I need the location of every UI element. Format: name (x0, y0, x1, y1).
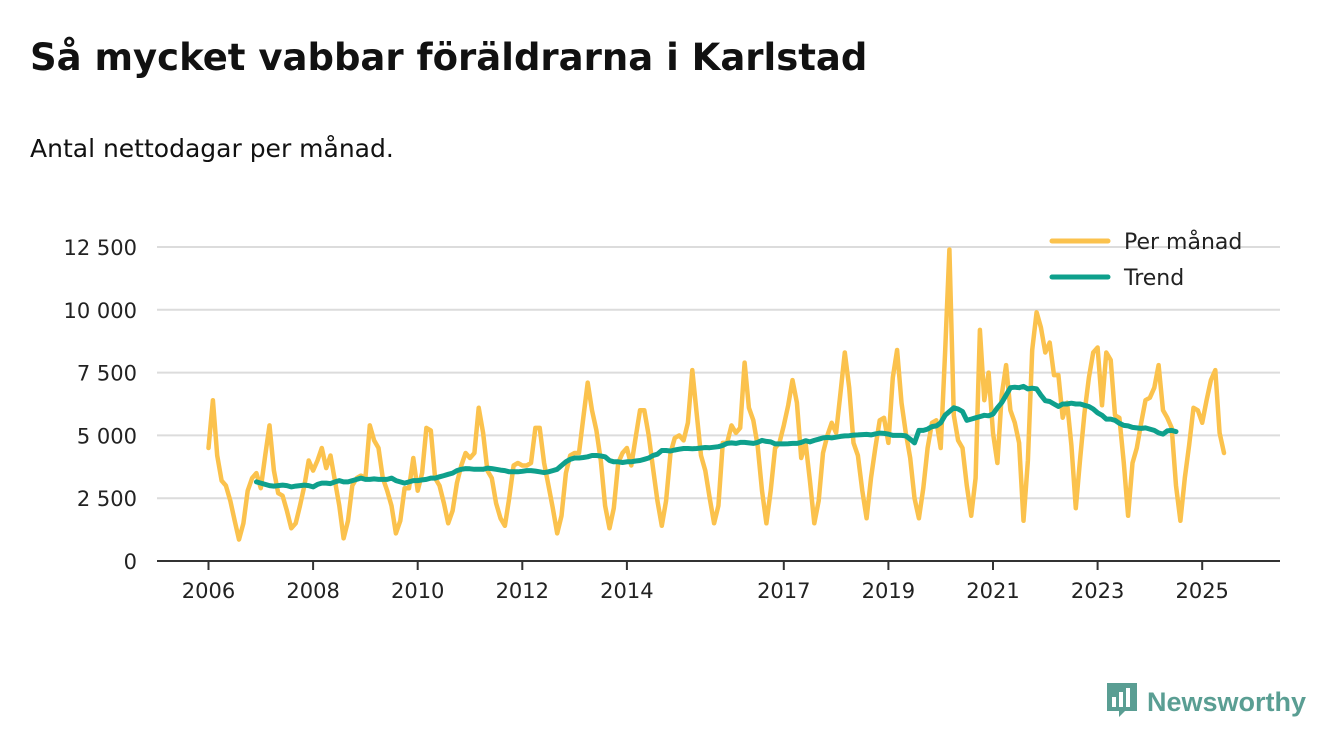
y-tick-label: 12 500 (64, 236, 137, 260)
x-tick-label: 2008 (286, 579, 339, 603)
series-line-per-manad (206, 247, 1227, 542)
x-tick-label: 2006 (182, 579, 235, 603)
y-axis-ticks: 0 2 500 5 000 7 500 10 000 12 500 (64, 236, 137, 574)
x-tick-label: 2014 (600, 579, 653, 603)
y-tick-label: 0 (124, 550, 137, 574)
newsworthy-brand[interactable]: Newsworthy (1105, 681, 1306, 723)
x-tick-label: 2012 (496, 579, 549, 603)
x-tick-label: 2025 (1175, 579, 1228, 603)
y-tick-label: 7 500 (77, 362, 137, 386)
x-tick-label: 2021 (966, 579, 1019, 603)
newsworthy-logo-icon (1105, 681, 1139, 723)
x-tick-label: 2010 (391, 579, 444, 603)
chart-title: Så mycket vabbar föräldrarna i Karlstad (30, 36, 868, 79)
x-tick-label: 2023 (1071, 579, 1124, 603)
legend-label-per-manad: Per månad (1124, 229, 1242, 255)
series-lines (206, 247, 1227, 542)
legend-label-trend: Trend (1123, 266, 1184, 291)
series-line-trend (253, 383, 1179, 490)
y-tick-label: 10 000 (64, 299, 137, 323)
brand-name: Newsworthy (1146, 686, 1306, 717)
chart-subtitle: Antal nettodagar per månad. (30, 134, 394, 163)
y-tick-label: 5 000 (77, 424, 137, 448)
x-tick-label: 2017 (757, 579, 810, 603)
x-tick-label: 2019 (862, 579, 915, 603)
x-axis-ticks: 2006 2008 2010 2012 2014 2017 2019 2021 2023 2025 (182, 561, 1229, 603)
y-tick-label: 2 500 (77, 487, 137, 511)
legend[interactable]: Per månad Trend (1049, 229, 1242, 291)
